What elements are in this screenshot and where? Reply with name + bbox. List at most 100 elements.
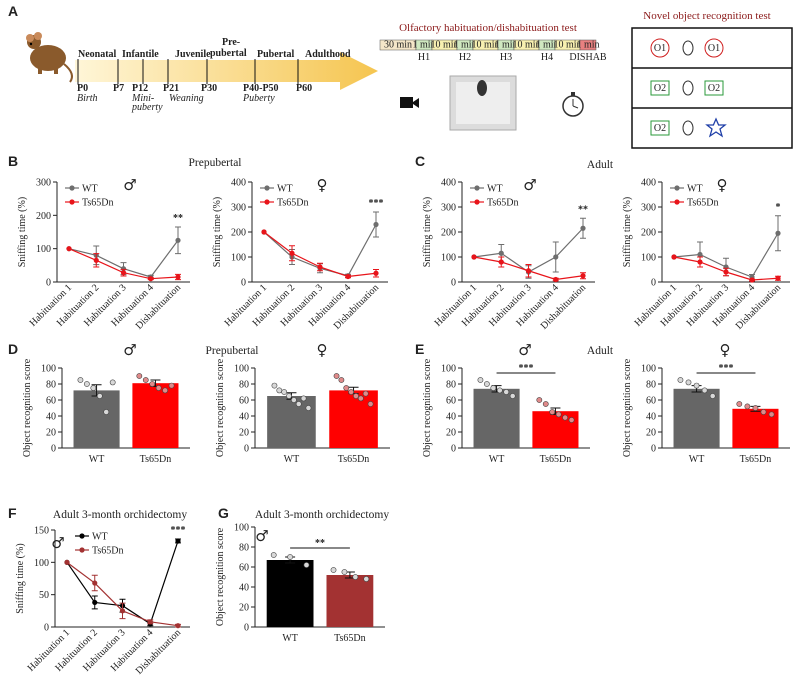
y-tick-label: 60 [239,563,249,574]
age-note: Birth [77,93,98,104]
y-tick-label: 0 [451,278,456,289]
data-point [261,229,267,235]
data-point [119,608,126,614]
y-tick-label: 20 [239,603,249,614]
legend-label: WT [92,532,108,543]
test-mouse [682,120,694,136]
y-tick-label: 80 [239,543,249,554]
panel-label: A [8,3,18,19]
individual-point [305,405,312,411]
individual-point [162,387,169,394]
individual-point [103,409,110,415]
individual-point [562,414,569,421]
individual-point [109,379,116,386]
data-point [92,599,98,606]
individual-point [483,381,490,387]
segment-label: 1 min [494,40,517,51]
sex-symbol: ♀ [717,176,728,194]
data-point [92,580,98,586]
age-note: Mini- [131,93,154,104]
individual-point [276,387,283,394]
individual-point [542,401,549,407]
segment-label: 10 min [430,40,458,51]
significance: *** [171,525,186,536]
y-tick-label: 0 [244,444,249,455]
sex-symbol: ♂ [523,176,536,194]
individual-point [549,409,556,415]
legend-marker [264,199,270,205]
object-shape [650,38,670,58]
object-shape [704,38,724,58]
test-mouse [682,80,694,96]
age-label: P7 [113,83,124,94]
phase-label: DISHAB [569,52,607,63]
individual-point [353,393,359,399]
y-tick-label: 100 [234,523,249,534]
bar [326,575,374,627]
individual-point [286,393,292,399]
age-note: Puberty [242,93,275,104]
individual-point [503,389,510,395]
data-point [175,237,181,243]
sex-symbol: ♂ [518,341,531,359]
significance: *** [369,198,384,209]
test-mouse [682,40,694,56]
individual-point [90,385,97,391]
data-point [553,254,559,260]
stage-label: Juvenile [175,49,211,60]
panel-label: F [8,505,17,521]
data-point [317,264,323,270]
x-tick-label: Ts65Dn [540,454,572,465]
object-label: O1 [708,43,720,54]
y-tick-label: 20 [239,428,249,439]
data-point [749,277,755,283]
data-point [580,225,586,231]
age-label: P12 [132,83,148,94]
individual-point [496,387,503,394]
y-tick-label: 200 [36,211,51,222]
significance: ** [173,213,183,224]
panel-label: C [415,153,425,169]
individual-point [490,385,497,391]
data-point [775,230,781,236]
individual-point [348,389,355,395]
data-point [498,250,504,256]
object-shape [650,120,670,136]
chart-title: Adult [587,159,614,171]
legend-label: Ts65Dn [687,198,719,209]
stage-label: Adulthood [305,49,351,60]
y-tick-label: 40 [446,412,456,423]
y-tick-label: 400 [441,178,456,189]
y-tick-label: 40 [646,412,656,423]
novel-object-boxes [631,27,793,149]
y-tick-label: 300 [231,203,246,214]
object-label: O2 [654,123,666,134]
individual-point [281,389,288,395]
phase-label: H4 [541,52,553,63]
segment-label: 1 min [453,40,476,51]
individual-point [357,395,364,402]
chart-title: Prepubertal [188,157,241,169]
sex-symbol: ♀ [720,341,731,359]
stage-label: Neonatal [78,49,117,60]
segment-label: 1 min [412,40,435,51]
y-tick-label: 0 [46,278,51,289]
data-point [373,270,379,276]
object-label: O1 [654,43,666,54]
x-tick-label: WT [689,454,705,465]
y-axis-label: Object recognition score [215,527,226,626]
individual-point [509,393,516,399]
bar [266,560,314,627]
y-tick-label: 80 [446,380,456,391]
individual-point [271,382,278,389]
significance: ** [315,538,325,549]
legend-marker [264,185,270,191]
data-point [175,274,181,280]
data-point [471,254,477,260]
data-point [498,259,504,265]
bar [532,411,579,448]
sex-symbol: ♂ [255,527,268,545]
individual-point [752,405,759,411]
age-label: P21 [163,83,179,94]
legend-marker [674,199,680,205]
